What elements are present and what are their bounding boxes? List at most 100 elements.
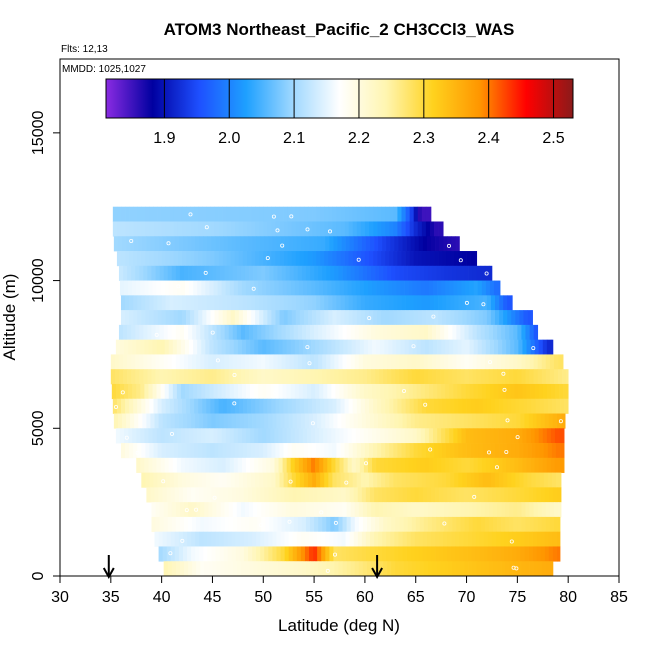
heatmap-cell xyxy=(253,369,258,385)
heatmap-cell xyxy=(241,339,247,355)
heatmap-cell xyxy=(442,251,447,267)
heatmap-cell xyxy=(208,369,213,385)
heatmap-cell xyxy=(394,487,399,503)
heatmap-cell xyxy=(265,369,270,385)
heatmap-cell xyxy=(460,265,465,281)
heatmap-cell xyxy=(480,561,486,577)
sample-point xyxy=(423,402,428,407)
heatmap-cell xyxy=(493,339,499,355)
heatmap-cell xyxy=(199,487,204,503)
heatmap-cell xyxy=(275,206,280,222)
heatmap-cell xyxy=(232,354,238,370)
heatmap-cell xyxy=(229,280,235,296)
heatmap-cell xyxy=(281,324,286,341)
heatmap-cell xyxy=(268,546,273,562)
sample-point xyxy=(325,568,330,573)
heatmap-cell xyxy=(551,443,557,459)
heatmap-cell xyxy=(343,457,348,473)
heatmap-cell xyxy=(253,324,258,341)
heatmap-cell xyxy=(480,502,486,518)
heatmap-cell xyxy=(316,251,321,267)
heatmap-cell xyxy=(166,236,172,252)
heatmap-cell xyxy=(149,295,154,311)
heatmap-cell xyxy=(416,339,422,355)
heatmap-cell xyxy=(163,265,169,281)
heatmap-cell xyxy=(223,487,229,503)
heatmap-cell xyxy=(273,561,278,577)
heatmap-cell xyxy=(362,516,368,533)
heatmap-cell xyxy=(196,354,201,370)
heatmap-cell xyxy=(520,487,525,503)
heatmap-cell xyxy=(501,502,506,518)
heatmap-cell xyxy=(338,354,343,370)
heatmap-cell xyxy=(343,383,348,400)
heatmap-cell xyxy=(496,487,501,503)
heatmap-cell xyxy=(542,339,548,355)
heatmap-cell xyxy=(182,546,188,562)
heatmap-cell xyxy=(323,383,328,400)
heatmap-cell xyxy=(384,457,389,473)
heatmap-cell xyxy=(415,369,421,385)
heatmap-cell xyxy=(198,310,203,326)
heatmap-cell xyxy=(189,383,194,400)
heatmap-cell xyxy=(353,546,359,562)
heatmap-cell xyxy=(421,221,427,237)
heatmap-cell xyxy=(200,561,205,577)
heatmap-cell xyxy=(169,221,175,237)
heatmap-cell xyxy=(478,472,484,488)
heatmap-cell xyxy=(260,546,265,562)
heatmap-cell xyxy=(497,324,502,341)
heatmap-cell xyxy=(455,487,460,503)
heatmap-cell xyxy=(240,354,246,370)
heatmap-cell xyxy=(263,443,268,459)
heatmap-cell xyxy=(456,354,461,370)
heatmap-cell xyxy=(175,265,181,281)
heatmap-cell xyxy=(301,354,307,370)
heatmap-cell xyxy=(137,398,142,414)
heatmap-cell xyxy=(413,221,419,237)
heatmap-cell xyxy=(275,310,280,326)
heatmap-cell xyxy=(218,221,223,237)
heatmap-cell xyxy=(511,398,516,414)
heatmap-cell xyxy=(188,354,193,370)
heatmap-cell xyxy=(261,502,266,518)
heatmap-cell xyxy=(273,516,278,533)
heatmap-cell xyxy=(191,236,196,252)
heatmap-cell xyxy=(348,443,354,459)
heatmap-cell xyxy=(288,413,294,429)
heatmap-cell xyxy=(549,354,555,370)
heatmap-cell xyxy=(181,443,187,459)
heatmap-cell xyxy=(377,221,382,237)
heatmap-cell xyxy=(181,251,187,267)
heatmap-cell xyxy=(204,324,209,341)
heatmap-cell xyxy=(179,265,185,281)
heatmap-cell xyxy=(115,383,121,400)
heatmap-cell xyxy=(205,339,210,355)
sample-point xyxy=(232,401,237,406)
heatmap-cell xyxy=(364,443,370,459)
heatmap-cell xyxy=(254,280,259,296)
heatmap-cell xyxy=(177,472,183,488)
heatmap-cell xyxy=(293,265,299,281)
heatmap-cell xyxy=(468,561,473,577)
heatmap-cell xyxy=(355,339,361,355)
x-axis-label: Latitude (deg N) xyxy=(278,616,400,635)
heatmap-cell xyxy=(408,280,414,296)
sample-point xyxy=(446,243,451,248)
heatmap-cell xyxy=(450,310,455,326)
heatmap-cell xyxy=(356,472,362,488)
heatmap-cell xyxy=(423,265,429,281)
heatmap-cell xyxy=(309,487,314,503)
heatmap-cell xyxy=(331,339,336,355)
heatmap-cell xyxy=(388,280,393,296)
heatmap-cell xyxy=(513,502,518,518)
heatmap-cell xyxy=(532,531,538,547)
heatmap-cell xyxy=(473,428,479,444)
heatmap-cell xyxy=(204,502,209,518)
heatmap-cell xyxy=(330,561,335,577)
heatmap-cell xyxy=(433,383,438,400)
heatmap-cell xyxy=(456,516,461,533)
heatmap-cell xyxy=(299,251,305,267)
heatmap-cell xyxy=(204,561,209,577)
heatmap-cell xyxy=(415,516,421,533)
